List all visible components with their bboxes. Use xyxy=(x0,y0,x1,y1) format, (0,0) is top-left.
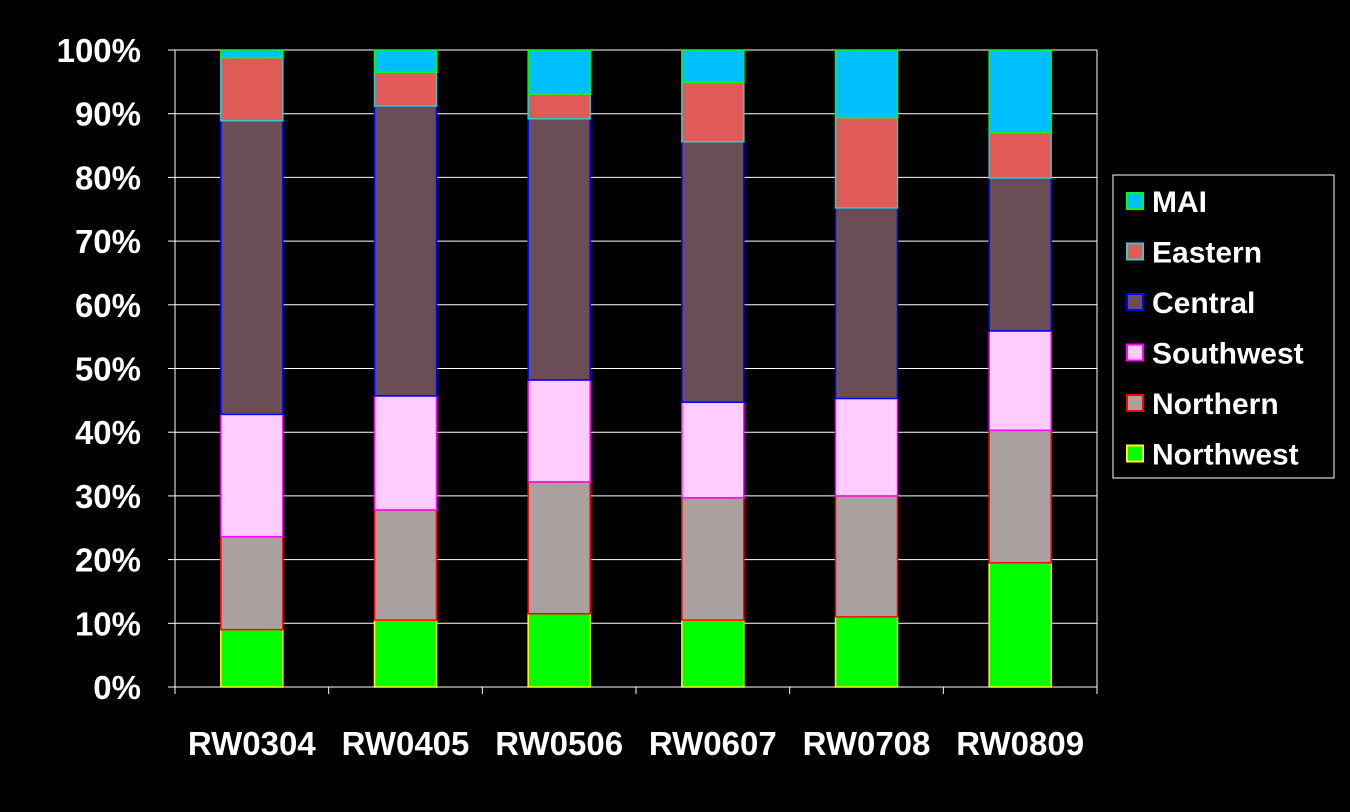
bar-segment-northern-rw0405 xyxy=(373,509,438,621)
bar-segment-southwest-rw0304 xyxy=(220,413,284,538)
bar-segment-northern-rw0809 xyxy=(988,429,1052,564)
legend-label-central: Central xyxy=(1152,287,1255,320)
y-tick-label: 100% xyxy=(57,32,141,69)
bar-segment-central-rw0809 xyxy=(988,177,1052,332)
bar-segment-northwest-rw0708 xyxy=(834,616,899,688)
x-axis-category-labels: RW0304 RW0405 RW0506 RW0607 RW0708 RW0809 xyxy=(188,725,1084,762)
legend-label-southwest: Southwest xyxy=(1152,338,1304,371)
bar-segment-mai-rw0708 xyxy=(834,49,899,119)
x-category-label: RW0304 xyxy=(188,725,316,762)
legend-label-northern: Northern xyxy=(1152,388,1279,421)
bar-segment-eastern-rw0809 xyxy=(988,132,1052,179)
bar-segment-southwest-rw0809 xyxy=(988,330,1052,432)
bar-segment-mai-rw0304 xyxy=(220,49,284,59)
y-tick-label: 60% xyxy=(75,287,141,324)
bar-segment-mai-rw0607 xyxy=(681,49,745,84)
bar-segment-mai-rw0506 xyxy=(527,49,591,95)
bar-segment-northern-rw0607 xyxy=(681,497,745,621)
y-tick-label: 0% xyxy=(93,669,141,706)
gridlines xyxy=(175,49,1097,688)
y-tick-label: 30% xyxy=(75,478,141,515)
bars xyxy=(220,49,1052,688)
legend-swatch-northwest xyxy=(1126,444,1144,463)
y-axis-tick-labels: 0% 10% 20% 30% 40% 50% 60% 70% 80% 90% 100% xyxy=(57,32,141,706)
bar-segment-mai-rw0809 xyxy=(988,49,1052,134)
legend-label-eastern: Eastern xyxy=(1152,237,1262,270)
y-tick-label: 70% xyxy=(75,223,141,260)
bar-segment-southwest-rw0607 xyxy=(681,401,745,499)
x-category-label: RW0607 xyxy=(649,725,777,762)
x-category-label: RW0708 xyxy=(803,725,931,762)
bar-segment-northwest-rw0405 xyxy=(373,619,438,688)
axes xyxy=(168,49,1098,694)
bar-segment-eastern-rw0405 xyxy=(373,71,438,107)
y-tick-label: 50% xyxy=(75,351,141,388)
bar-segment-northwest-rw0304 xyxy=(220,628,284,688)
y-tick-label: 40% xyxy=(75,414,141,451)
y-tick-label: 90% xyxy=(75,96,141,133)
y-tick-label: 10% xyxy=(75,605,141,642)
bar-segment-central-rw0304 xyxy=(220,119,284,416)
bar-segment-southwest-rw0708 xyxy=(834,397,899,497)
bar-segment-eastern-rw0304 xyxy=(220,56,284,122)
bar-segment-central-rw0506 xyxy=(527,118,591,381)
x-category-label: RW0506 xyxy=(495,725,623,762)
legend-swatch-mai xyxy=(1126,192,1144,210)
x-category-label: RW0405 xyxy=(342,725,470,762)
bar-segment-central-rw0607 xyxy=(681,140,745,404)
bar-segment-southwest-rw0506 xyxy=(527,379,591,483)
y-tick-label: 20% xyxy=(75,542,141,579)
legend-swatch-northern xyxy=(1126,394,1144,412)
bar-segment-eastern-rw0607 xyxy=(681,81,745,143)
bar-segment-central-rw0708 xyxy=(834,207,899,400)
bar-segment-northern-rw0708 xyxy=(834,495,899,618)
legend-swatch-eastern xyxy=(1126,242,1144,261)
bar-segment-northwest-rw0809 xyxy=(988,562,1052,688)
legend-box xyxy=(1112,174,1335,479)
legend-swatch-central xyxy=(1126,293,1144,311)
bar-segment-eastern-rw0708 xyxy=(834,116,899,209)
bar-segment-northern-rw0506 xyxy=(527,481,591,615)
legend-label-mai: MAI xyxy=(1152,186,1207,219)
bar-segment-northwest-rw0506 xyxy=(527,612,591,688)
y-tick-label: 80% xyxy=(75,159,141,196)
x-category-label: RW0809 xyxy=(956,725,1084,762)
bar-segment-southwest-rw0405 xyxy=(373,395,438,511)
bar-segment-northern-rw0304 xyxy=(220,535,284,631)
bar-segment-mai-rw0405 xyxy=(373,49,438,74)
legend-label-northwest: Northwest xyxy=(1152,439,1299,472)
bar-segment-northwest-rw0607 xyxy=(681,619,745,688)
legend-swatch-southwest xyxy=(1126,343,1144,362)
legend: MAI Eastern Central Southwest Northern Northw… xyxy=(1112,174,1335,479)
bar-segment-central-rw0405 xyxy=(373,105,438,397)
bar-segment-eastern-rw0506 xyxy=(527,93,591,120)
